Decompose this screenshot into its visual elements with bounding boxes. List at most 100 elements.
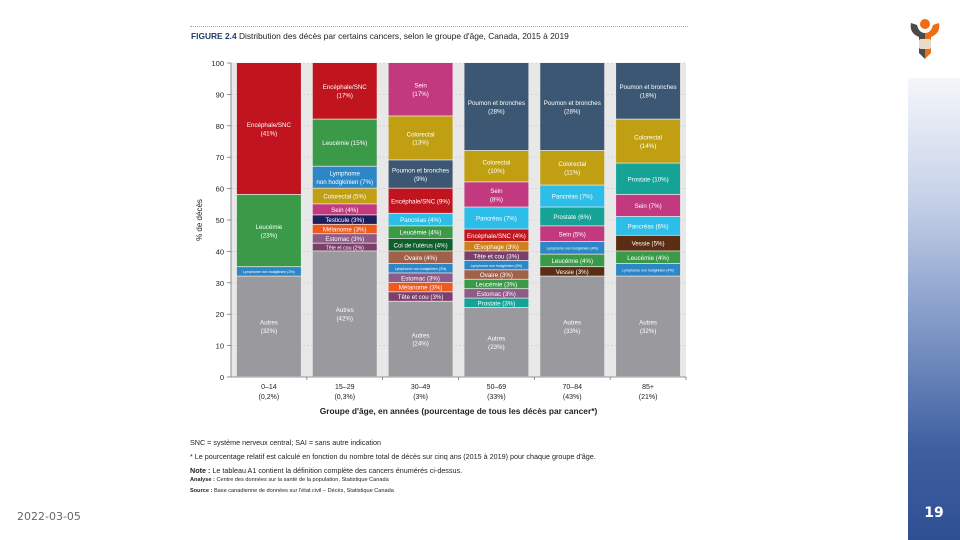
bar-segment [464,298,529,308]
segment-label: (24%) [412,341,429,348]
segment-label: Colorectal [407,131,435,138]
segment-label: Lymphome non hodgkinien (3%) [395,267,447,271]
segment-label: Sein (7%) [634,203,661,210]
segment-label: (33%) [564,328,581,335]
segment-label: Estomac (3%) [401,275,440,282]
bar-segment [388,63,453,116]
segment-label: Estomac (3%) [477,291,516,298]
logo-icon [910,19,940,59]
x-tick-share-label: (0,2%) [259,394,280,401]
bar-segment [540,226,605,242]
y-tick-label: 100 [211,59,224,68]
source-line: Source : Base canadienne de données sur … [190,488,394,494]
bar-segment [464,150,529,182]
bar-segment [464,289,529,298]
bar-segment [388,273,453,282]
x-tick-share-label: (43%) [563,394,582,401]
bar-segment [464,241,529,251]
segment-label: Ovaire (3%) [480,272,513,279]
segment-label: Pancréas (7%) [476,216,517,223]
bar-segment [464,63,529,151]
bar-segment [540,267,605,276]
y-tick-label: 70 [216,153,224,162]
bar-segment [236,276,301,377]
figure-top-rule [190,26,688,27]
bar-segment [540,63,605,151]
bar-segment [236,267,301,276]
segment-label: Vessie (3%) [556,269,589,276]
segment-label: (28%) [564,108,581,115]
segment-label: Autres [487,335,505,342]
bar-segment [616,119,681,163]
bar-segment [388,251,453,264]
segment-label: Pancréas (6%) [628,223,669,230]
analysis-line: Analyse : Centre des données sur la sant… [190,477,389,483]
bar-segment [464,229,529,242]
y-tick-label: 10 [216,342,224,351]
segment-label: Autres [336,307,354,314]
bar-segment [464,260,529,270]
bar-segment [616,276,681,377]
bar-segment [464,270,529,279]
segment-label: Mélanome (3%) [399,285,443,292]
segment-label: Encéphale/SNC [247,122,292,129]
bar-segment [388,160,453,188]
segment-label: (14%) [640,143,657,150]
bar-segment [464,307,529,377]
segment-label: (8%) [490,196,503,203]
bar-segment [388,238,453,251]
x-axis-label: Groupe d'âge, en années (pourcentage de … [320,406,598,416]
segment-label: Lymphome non hodgkinien (3%) [471,264,523,268]
segment-label: Œsophage (3%) [474,244,519,251]
bar-segment [312,188,377,204]
segment-label: Vessie (5%) [632,241,665,248]
segment-label: Testicule (3%) [325,217,364,224]
segment-label: Leucémie [255,224,282,231]
bar-segment [312,63,377,119]
segment-label: Sein [414,83,427,90]
segment-label: Lymphome non hodgkinien (3%) [243,270,295,274]
segment-label: Pancréas (7%) [552,194,593,201]
segment-label: Poumon et bronches [392,167,449,174]
segment-label: Encéphale/SNC (4%) [467,233,526,240]
bar-segment [236,194,301,267]
segment-label: Colorectal (5%) [323,194,366,201]
segment-label: (32%) [261,328,278,335]
y-tick-label: 50 [216,216,224,225]
bar-segment [540,150,605,185]
bar-segment [540,185,605,207]
bar-segment [616,216,681,235]
slide-date: 2022-03-05 [17,510,81,523]
segment-label: Encéphale/SNC [323,84,368,91]
figure-title-text: Distribution des décès par certains canc… [238,31,569,41]
segment-label: Sein [490,188,503,195]
segment-label: Leucémie (4%) [400,230,442,237]
segment-label: Sein (4%) [331,207,358,214]
bar-segment [540,254,605,267]
segment-label: Prostate (3%) [478,300,516,307]
bar-segment [388,116,453,160]
bar-segment [616,251,681,264]
segment-label: (17%) [412,91,429,98]
segment-label: (28%) [488,108,505,115]
segment-label: (11%) [564,170,580,177]
segment-label: Leucémie (15%) [322,140,367,147]
segment-label: Colorectal [482,160,510,167]
bar-segment [312,204,377,215]
bar-segment [312,251,377,377]
segment-label: Tête et cou (2%) [326,245,365,251]
x-tick-label: 30–49 [411,384,431,391]
segment-label: (17%) [336,93,353,100]
bar-segment [540,241,605,254]
analysis-text: Centre des données sur la santé de la po… [216,477,389,483]
bar-segment [540,276,605,377]
x-tick-label: 50–69 [487,384,507,391]
bar-segment [540,207,605,226]
bar-segment [312,224,377,234]
figure-title: FIGURE 2.4 Distribution des décès par ce… [191,31,569,41]
bar-segment [388,213,453,226]
source-text: Base canadienne de données sur l'état ci… [213,488,394,494]
segment-label: Colorectal [558,161,586,168]
x-tick-label: 0–14 [261,384,277,391]
